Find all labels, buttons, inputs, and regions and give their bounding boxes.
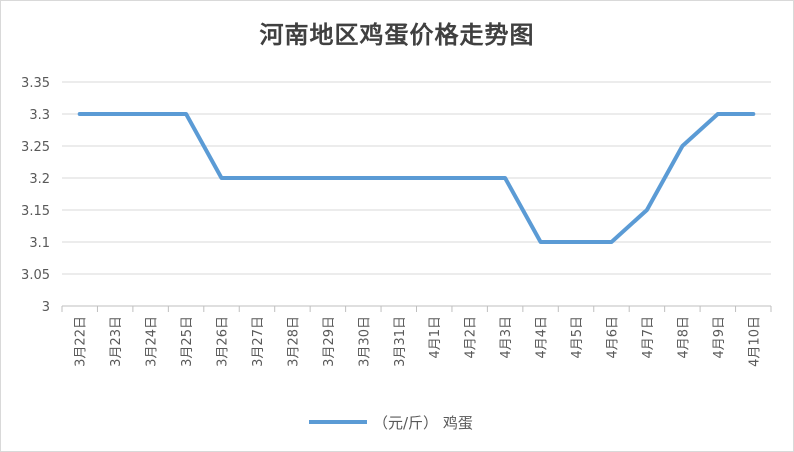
y-tick-label: 3.15 bbox=[21, 204, 50, 219]
series-line bbox=[77, 112, 756, 244]
chart-title: 河南地区鸡蛋价格走势图 bbox=[259, 21, 535, 49]
x-tick-label: 3月26日 bbox=[216, 316, 231, 367]
y-tick-label: 3.2 bbox=[29, 172, 50, 187]
x-tick-label: 3月30日 bbox=[357, 316, 372, 367]
y-tick-label: 3 bbox=[42, 300, 50, 315]
x-tick-label: 3月24日 bbox=[145, 316, 160, 367]
x-tick-label: 4月1日 bbox=[428, 316, 443, 359]
y-tick-label: 3.1 bbox=[29, 236, 50, 251]
legend-label: （元/斤） 鸡蛋 bbox=[373, 414, 473, 432]
x-tick-label: 3月25日 bbox=[180, 316, 195, 367]
x-tick-label: 3月27日 bbox=[251, 316, 266, 367]
x-tick-label: 4月5日 bbox=[570, 316, 585, 359]
x-tick-label: 4月6日 bbox=[605, 316, 620, 359]
x-tick-label: 4月8日 bbox=[676, 316, 691, 359]
x-tick-label: 4月2日 bbox=[464, 316, 479, 359]
x-tick-label: 4月10日 bbox=[747, 316, 762, 367]
x-tick-label: 4月3日 bbox=[499, 316, 514, 359]
x-tick-label: 3月31日 bbox=[393, 316, 408, 367]
x-tick-label: 3月22日 bbox=[74, 316, 89, 367]
x-tick-label: 3月23日 bbox=[109, 316, 124, 367]
x-tick-label: 3月29日 bbox=[322, 316, 337, 367]
y-tick-label: 3.35 bbox=[21, 76, 50, 91]
x-tick-label: 4月4日 bbox=[535, 316, 550, 359]
y-tick-label: 3.25 bbox=[21, 140, 50, 155]
y-tick-label: 3.05 bbox=[21, 268, 50, 283]
x-tick-label: 4月9日 bbox=[712, 316, 727, 359]
x-tick-label: 4月7日 bbox=[641, 316, 656, 359]
x-tick-label: 3月28日 bbox=[286, 316, 301, 367]
y-tick-label: 3.3 bbox=[29, 108, 50, 123]
